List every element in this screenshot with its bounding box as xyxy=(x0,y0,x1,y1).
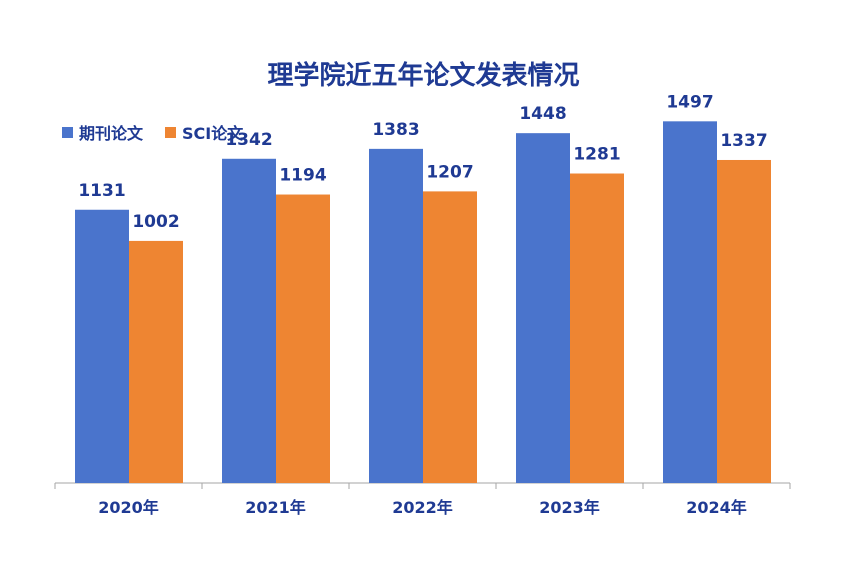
legend-swatch xyxy=(62,126,73,138)
x-tick-label: 2022年 xyxy=(392,498,453,517)
data-label: 1194 xyxy=(279,166,326,186)
bar-series-1 xyxy=(570,173,624,483)
legend-item-series-0: 期刊论文 xyxy=(62,120,143,144)
x-tick-label: 2023年 xyxy=(539,498,600,517)
data-label: 1002 xyxy=(132,212,179,232)
legend-label: SCI论文 xyxy=(182,124,244,143)
data-label: 1448 xyxy=(519,104,566,124)
data-label: 1281 xyxy=(573,145,620,165)
bar-series-0 xyxy=(663,121,717,483)
x-tick-label: 2024年 xyxy=(686,498,747,517)
data-label: 1342 xyxy=(225,130,272,150)
bar-series-0 xyxy=(75,209,129,483)
data-label: 1207 xyxy=(426,162,473,182)
data-label: 1497 xyxy=(666,92,713,112)
bar-series-1 xyxy=(423,191,477,483)
bar-series-0 xyxy=(222,158,276,483)
data-label: 1131 xyxy=(78,181,125,201)
chart-title: 理学院近五年论文发表情况 xyxy=(267,61,580,91)
x-tick-label: 2021年 xyxy=(245,498,306,517)
legend-item-series-1: SCI论文 xyxy=(165,120,243,144)
legend: 期刊论文 SCI论文 xyxy=(62,120,243,144)
data-label: 1337 xyxy=(720,131,767,151)
legend-label: 期刊论文 xyxy=(79,124,144,143)
bar-series-0 xyxy=(369,148,423,484)
bar-series-1 xyxy=(717,159,771,483)
bar-series-1 xyxy=(276,194,330,483)
bar-series-1 xyxy=(129,240,183,483)
x-tick-label: 2020年 xyxy=(98,498,159,517)
legend-swatch xyxy=(165,126,177,138)
data-label: 1383 xyxy=(372,120,419,140)
bar-series-0 xyxy=(516,133,570,483)
